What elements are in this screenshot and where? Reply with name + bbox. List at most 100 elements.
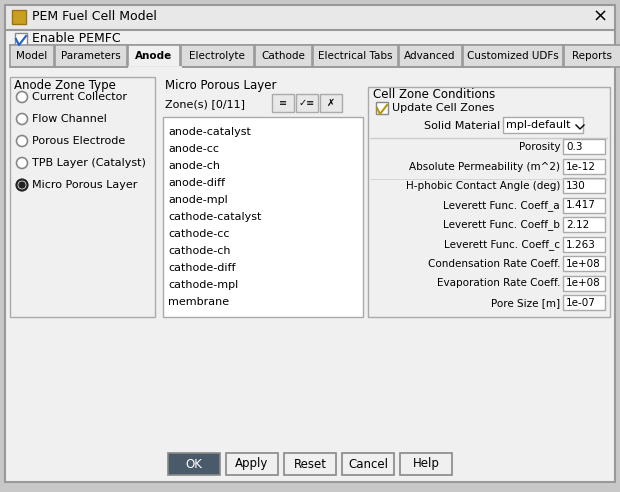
Bar bbox=[463, 45, 563, 67]
Bar bbox=[563, 217, 605, 232]
Circle shape bbox=[17, 92, 27, 102]
Circle shape bbox=[17, 114, 27, 124]
Text: Anode Zone Type: Anode Zone Type bbox=[14, 79, 116, 92]
Text: cathode-mpl: cathode-mpl bbox=[168, 280, 238, 290]
Bar bbox=[563, 276, 605, 290]
Bar bbox=[10, 45, 54, 67]
Text: PEM Fuel Cell Model: PEM Fuel Cell Model bbox=[32, 10, 157, 24]
Bar bbox=[55, 45, 127, 67]
Text: Porous Electrode: Porous Electrode bbox=[32, 136, 125, 146]
Text: Flow Channel: Flow Channel bbox=[32, 114, 107, 124]
Text: Enable PEMFC: Enable PEMFC bbox=[32, 32, 121, 45]
Text: Parameters: Parameters bbox=[61, 51, 121, 61]
Text: Customized UDFs: Customized UDFs bbox=[467, 51, 559, 61]
Text: Zone(s) [0/11]: Zone(s) [0/11] bbox=[165, 99, 245, 109]
Text: Advanced: Advanced bbox=[404, 51, 456, 61]
Text: 1e-07: 1e-07 bbox=[566, 298, 596, 308]
Text: Absolute Permeability (m^2): Absolute Permeability (m^2) bbox=[409, 161, 560, 172]
Bar bbox=[320, 94, 342, 112]
Text: Pore Size [m]: Pore Size [m] bbox=[491, 298, 560, 308]
Bar bbox=[563, 295, 605, 310]
Text: ✓≡: ✓≡ bbox=[299, 98, 315, 108]
Text: cathode-catalyst: cathode-catalyst bbox=[168, 212, 262, 222]
Bar bbox=[563, 256, 605, 271]
Text: Electrical Tabs: Electrical Tabs bbox=[317, 51, 392, 61]
Text: Leverett Func. Coeff_c: Leverett Func. Coeff_c bbox=[444, 239, 560, 250]
Bar bbox=[163, 117, 363, 317]
Text: ×: × bbox=[593, 8, 608, 26]
Text: Leverett Func. Coeff_b: Leverett Func. Coeff_b bbox=[443, 219, 560, 230]
Text: Evaporation Rate Coeff.: Evaporation Rate Coeff. bbox=[436, 278, 560, 288]
Text: TPB Layer (Catalyst): TPB Layer (Catalyst) bbox=[32, 158, 146, 168]
Text: 1.263: 1.263 bbox=[566, 240, 596, 249]
Text: anode-mpl: anode-mpl bbox=[168, 195, 228, 205]
Text: cathode-ch: cathode-ch bbox=[168, 246, 231, 256]
Bar bbox=[399, 45, 462, 67]
Text: Cancel: Cancel bbox=[348, 458, 388, 470]
Text: Current Collector: Current Collector bbox=[32, 92, 127, 102]
Text: 0.3: 0.3 bbox=[566, 142, 583, 152]
Text: Porosity: Porosity bbox=[518, 142, 560, 152]
Text: 1e+08: 1e+08 bbox=[566, 259, 601, 269]
Text: OK: OK bbox=[185, 458, 203, 470]
Circle shape bbox=[17, 180, 27, 190]
Bar bbox=[5, 5, 615, 30]
Bar bbox=[226, 453, 278, 475]
Bar bbox=[342, 453, 394, 475]
Text: Help: Help bbox=[412, 458, 440, 470]
Text: 1.417: 1.417 bbox=[566, 201, 596, 211]
Bar bbox=[12, 10, 26, 24]
Text: 1e+08: 1e+08 bbox=[566, 278, 601, 288]
Bar bbox=[255, 45, 312, 67]
Circle shape bbox=[17, 157, 27, 168]
Bar bbox=[563, 139, 605, 154]
Bar bbox=[313, 45, 398, 67]
Bar bbox=[563, 178, 605, 193]
Text: Micro Porous Layer: Micro Porous Layer bbox=[32, 180, 138, 190]
Text: Micro Porous Layer: Micro Porous Layer bbox=[165, 79, 277, 92]
Text: H-phobic Contact Angle (deg): H-phobic Contact Angle (deg) bbox=[405, 181, 560, 191]
Bar bbox=[564, 45, 620, 67]
Bar bbox=[563, 237, 605, 251]
Text: cathode-cc: cathode-cc bbox=[168, 229, 229, 239]
Text: 2.12: 2.12 bbox=[566, 220, 589, 230]
Text: cathode-diff: cathode-diff bbox=[168, 263, 236, 273]
Text: membrane: membrane bbox=[168, 297, 229, 307]
Text: Cathode: Cathode bbox=[261, 51, 305, 61]
Bar bbox=[563, 158, 605, 174]
Text: anode-diff: anode-diff bbox=[168, 178, 225, 188]
Text: Electrolyte: Electrolyte bbox=[189, 51, 245, 61]
Bar bbox=[400, 453, 452, 475]
Bar bbox=[503, 117, 583, 133]
Bar bbox=[15, 33, 27, 45]
Text: anode-ch: anode-ch bbox=[168, 161, 220, 171]
Bar bbox=[296, 94, 318, 112]
Text: 1e-12: 1e-12 bbox=[566, 161, 596, 172]
Bar bbox=[128, 45, 180, 67]
Bar bbox=[10, 77, 155, 317]
Text: Condensation Rate Coeff.: Condensation Rate Coeff. bbox=[428, 259, 560, 269]
Text: Anode: Anode bbox=[135, 51, 172, 61]
Bar bbox=[181, 45, 254, 67]
Bar bbox=[168, 453, 220, 475]
Bar bbox=[368, 87, 610, 317]
Text: Model: Model bbox=[16, 51, 48, 61]
Text: Cell Zone Conditions: Cell Zone Conditions bbox=[373, 89, 495, 101]
Bar bbox=[563, 197, 605, 213]
Bar bbox=[284, 453, 336, 475]
Text: anode-catalyst: anode-catalyst bbox=[168, 127, 251, 137]
Text: 130: 130 bbox=[566, 181, 586, 191]
Bar bbox=[376, 102, 388, 114]
Text: Leverett Func. Coeff_a: Leverett Func. Coeff_a bbox=[443, 200, 560, 211]
Text: Reset: Reset bbox=[293, 458, 327, 470]
Text: Reports: Reports bbox=[572, 51, 612, 61]
Text: Update Cell Zones: Update Cell Zones bbox=[392, 103, 494, 113]
Text: ✗: ✗ bbox=[327, 98, 335, 108]
Text: anode-cc: anode-cc bbox=[168, 144, 219, 154]
Circle shape bbox=[17, 135, 27, 147]
Bar bbox=[272, 94, 294, 112]
Text: mpl-default: mpl-default bbox=[506, 120, 570, 130]
Text: Solid Material: Solid Material bbox=[423, 121, 500, 131]
Text: Apply: Apply bbox=[236, 458, 268, 470]
Text: ≡: ≡ bbox=[279, 98, 287, 108]
